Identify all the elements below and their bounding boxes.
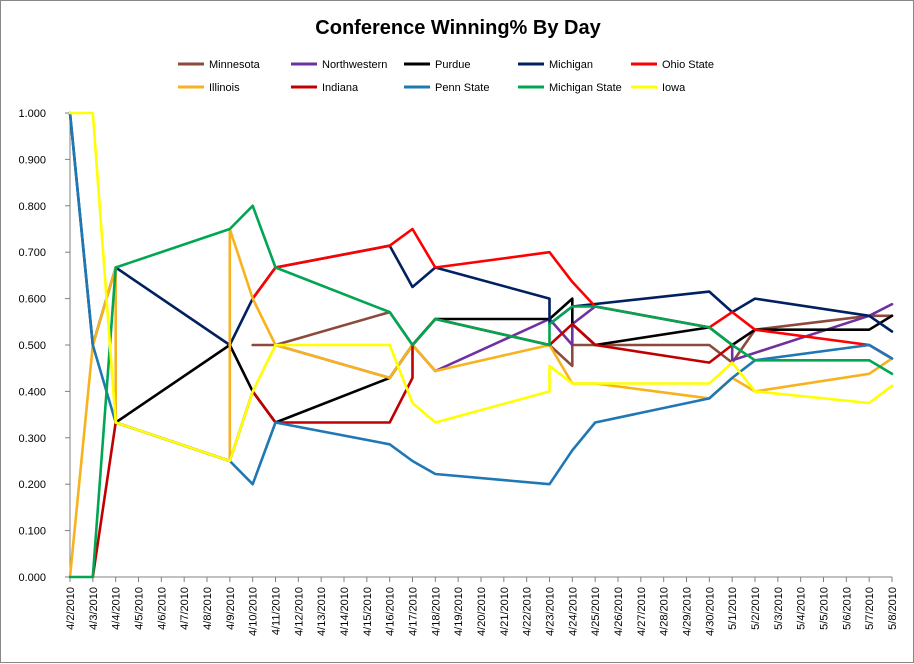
series-line-penn-state <box>68 111 894 486</box>
x-tick-label: 5/2/2010 <box>750 587 762 630</box>
series-line-michigan <box>68 111 894 347</box>
legend-label: Purdue <box>435 59 470 71</box>
x-tick-label: 4/23/2010 <box>545 587 557 636</box>
x-tick-label: 4/5/2010 <box>134 587 146 630</box>
x-tick-label: 4/20/2010 <box>476 587 488 636</box>
y-tick-label: 0.700 <box>18 247 46 259</box>
x-tick-label: 4/9/2010 <box>225 587 237 630</box>
series-line-ohio-state <box>251 227 894 360</box>
legend-label: Northwestern <box>322 59 387 71</box>
x-tick-label: 4/12/2010 <box>293 587 305 636</box>
x-tick-label: 5/4/2010 <box>796 587 808 630</box>
x-tick-label: 5/7/2010 <box>864 587 876 630</box>
series-line-northwestern <box>274 302 894 380</box>
legend: Minnesota Northwestern Purdue Michigan Ohio … <box>178 59 714 94</box>
x-tick-label: 5/1/2010 <box>727 587 739 630</box>
y-tick-label: 0.600 <box>18 294 46 306</box>
legend-item-minnesota: Minnesota <box>178 59 261 71</box>
y-axis: 0.000 0.100 0.200 0.300 0.400 0.500 0.600 0.700… <box>18 108 71 584</box>
legend-label: Indiana <box>322 82 359 94</box>
legend-label: Michigan <box>549 59 593 71</box>
legend-item-indiana: Indiana <box>291 82 359 94</box>
x-tick-label: 4/2/2010 <box>65 587 77 630</box>
x-tick-label: 4/3/2010 <box>88 587 100 630</box>
legend-item-northwestern: Northwestern <box>291 59 387 71</box>
legend-label: Ohio State <box>662 59 714 71</box>
y-tick-label: 0.900 <box>18 154 46 166</box>
y-tick-label: 0.500 <box>18 340 46 352</box>
legend-label: Michigan State <box>549 82 622 94</box>
series-line-michigan-state <box>68 204 894 579</box>
legend-label: Penn State <box>435 82 489 94</box>
y-tick-label: 0.300 <box>18 433 46 445</box>
x-tick-label: 4/30/2010 <box>704 587 716 636</box>
x-tick-label: 4/16/2010 <box>385 587 397 636</box>
x-tick-label: 5/5/2010 <box>819 587 831 630</box>
x-tick-label: 4/25/2010 <box>590 587 602 636</box>
x-tick-label: 4/29/2010 <box>682 587 694 636</box>
y-tick-label: 0.000 <box>18 572 46 584</box>
legend-label: Illinois <box>209 82 240 94</box>
legend-item-michigan: Michigan <box>518 59 593 71</box>
y-tick-label: 0.800 <box>18 201 46 213</box>
y-tick-label: 0.100 <box>18 526 46 538</box>
x-tick-label: 4/26/2010 <box>613 587 625 636</box>
x-tick-label: 4/14/2010 <box>339 587 351 636</box>
x-tick-label: 4/10/2010 <box>248 587 260 636</box>
y-tick-label: 0.200 <box>18 479 46 491</box>
x-tick-label: 4/11/2010 <box>271 587 283 635</box>
legend-label: Iowa <box>662 82 686 94</box>
x-tick-label: 4/15/2010 <box>362 587 374 636</box>
x-tick-label: 4/27/2010 <box>636 587 648 636</box>
series-line-iowa <box>68 111 894 463</box>
x-tick-label: 5/3/2010 <box>773 587 785 630</box>
legend-item-ohio-state: Ohio State <box>631 59 714 71</box>
y-tick-label: 1.000 <box>18 108 46 120</box>
x-axis: 4/2/2010 4/3/2010 4/4/2010 4/5/2010 4/6/2010… <box>65 576 899 636</box>
x-tick-label: 4/7/2010 <box>179 587 191 630</box>
x-tick-label: 4/13/2010 <box>316 587 328 636</box>
legend-item-purdue: Purdue <box>404 59 470 71</box>
x-tick-label: 4/6/2010 <box>156 587 168 630</box>
x-tick-label: 4/8/2010 <box>202 587 214 630</box>
chart-title: Conference Winning% By Day <box>315 17 601 39</box>
legend-label: Minnesota <box>209 59 261 71</box>
y-tick-label: 0.400 <box>18 386 46 398</box>
legend-item-iowa: Iowa <box>631 82 686 94</box>
x-tick-label: 4/19/2010 <box>453 587 465 636</box>
x-tick-label: 5/6/2010 <box>841 587 853 630</box>
legend-item-illinois: Illinois <box>178 82 240 94</box>
x-tick-label: 4/17/2010 <box>408 587 420 636</box>
x-tick-label: 5/8/2010 <box>887 587 899 630</box>
series-layer <box>68 111 894 579</box>
x-tick-label: 4/28/2010 <box>659 587 671 636</box>
legend-item-penn-state: Penn State <box>404 82 489 94</box>
x-tick-label: 4/21/2010 <box>499 587 511 636</box>
x-tick-label: 4/22/2010 <box>522 587 534 636</box>
x-tick-label: 4/18/2010 <box>430 587 442 636</box>
x-tick-label: 4/4/2010 <box>111 587 123 630</box>
legend-item-michigan-state: Michigan State <box>518 82 622 94</box>
x-tick-label: 4/24/2010 <box>567 587 579 636</box>
